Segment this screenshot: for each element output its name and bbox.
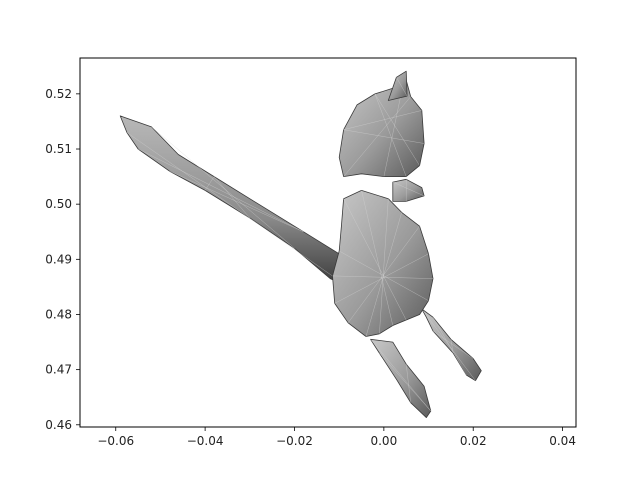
mesh-facet-line	[405, 364, 411, 403]
mesh-facet-line	[343, 129, 425, 144]
x-tick-label: −0.06	[97, 434, 134, 448]
mesh-facet-line	[169, 170, 304, 232]
mesh-facet-line	[383, 91, 402, 177]
x-tick-label: −0.02	[276, 434, 313, 448]
mesh-facet-line	[450, 339, 454, 354]
mesh-facet-line	[343, 96, 411, 177]
mesh-facet-line	[374, 93, 407, 177]
mesh-facet-line	[347, 226, 420, 323]
mesh-facet-line	[421, 308, 476, 381]
y-tick-label: 0.51	[45, 142, 72, 156]
mesh-front-leg	[370, 338, 432, 419]
x-tick-label: 0.04	[549, 434, 576, 448]
mesh-facet-line	[392, 181, 425, 197]
mesh-facet-line	[126, 132, 349, 288]
y-tick-label: 0.52	[45, 87, 72, 101]
mesh-facet-line	[379, 352, 431, 412]
y-axis-ticks: 0.46 0.47 0.48 0.49 0.50 0.51 0.52	[45, 87, 80, 432]
mesh-figure	[119, 70, 482, 419]
mesh-facet-line	[343, 198, 407, 321]
mesh-facet-line	[374, 93, 420, 166]
y-tick-label: 0.49	[45, 252, 72, 266]
mesh-facet-line	[151, 126, 295, 249]
x-tick-label: 0.02	[460, 434, 487, 448]
mesh-facet-line	[332, 275, 434, 279]
mesh-ear	[387, 70, 408, 101]
mesh-facet-line	[213, 176, 250, 219]
plot-background	[80, 58, 576, 427]
y-tick-label: 0.47	[45, 363, 72, 377]
mesh-tail	[119, 115, 349, 288]
y-tick-label: 0.46	[45, 418, 72, 432]
mesh-head	[338, 79, 425, 178]
y-tick-label: 0.48	[45, 307, 72, 321]
mesh-facet-line	[379, 198, 389, 334]
axes-frame	[79, 57, 577, 428]
mesh-facet-line	[396, 77, 408, 97]
mesh-facet-line	[137, 148, 304, 232]
mesh-facet-line	[432, 330, 474, 359]
mesh-facet-line	[334, 253, 429, 304]
mesh-facet-line	[343, 110, 422, 130]
mesh-facet-line	[370, 339, 431, 412]
y-tick-label: 0.50	[45, 197, 72, 211]
x-tick-label: 0.00	[370, 434, 397, 448]
x-tick-label: −0.04	[187, 434, 224, 448]
mesh-facet-line	[361, 190, 394, 326]
x-axis-ticks: −0.06 −0.04 −0.02 0.00 0.02 0.04	[97, 427, 576, 448]
mesh-facet-line	[339, 250, 429, 301]
